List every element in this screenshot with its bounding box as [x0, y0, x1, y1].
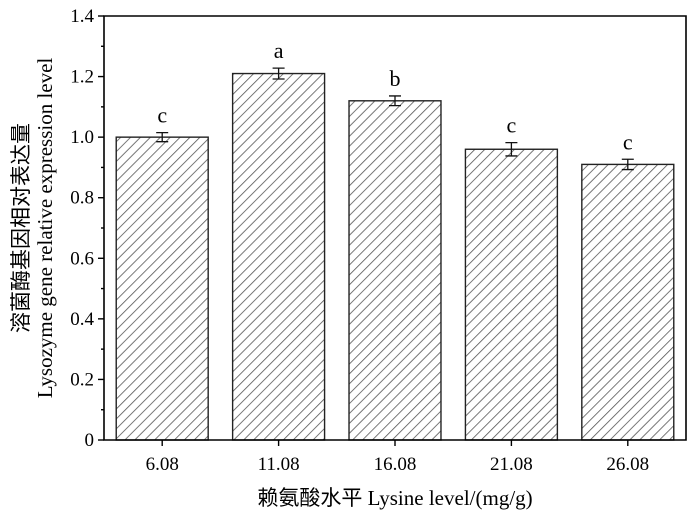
y-tick-label: 0.6	[70, 248, 94, 269]
bar	[581, 163, 675, 441]
y-tick-label: 1.0	[70, 127, 94, 148]
bar	[115, 136, 209, 441]
y-tick-label: 1.4	[70, 6, 94, 27]
bar	[464, 148, 559, 441]
significance-label: c	[623, 129, 633, 154]
x-tick-label: 11.08	[258, 454, 300, 475]
error-bar	[156, 131, 169, 143]
error-bar	[389, 95, 401, 107]
significance-label: c	[507, 113, 517, 138]
y-axis-title: 溶菌酶基因相对表达量 Lysozyme gene relative expres…	[9, 58, 57, 399]
y-tick-label: 0.2	[70, 369, 94, 390]
bar	[348, 100, 442, 441]
significance-labels: c a b c c	[157, 38, 633, 154]
significance-label: b	[390, 66, 401, 91]
bars	[115, 72, 675, 441]
significance-label: a	[274, 38, 284, 63]
y-axis-title-en: Lysozyme gene relative expression level	[33, 58, 57, 399]
bar	[231, 72, 326, 441]
x-tick-label: 6.08	[146, 454, 179, 475]
x-tick-label: 21.08	[490, 454, 533, 475]
error-bar	[621, 158, 634, 171]
y-axis-title-cn: 溶菌酶基因相对表达量	[9, 123, 33, 333]
error-bar	[272, 67, 285, 80]
y-axis: 0 0.2 0.4 0.6 0.8 1.0 1.2 1.4	[70, 6, 104, 451]
x-axis-title: 赖氨酸水平 Lysine level/(mg/g)	[257, 486, 532, 510]
plot-area: c a b c c	[115, 38, 675, 441]
y-tick-label: 0.8	[70, 188, 94, 209]
error-bar	[505, 141, 518, 157]
error-bars	[156, 67, 634, 171]
x-axis: 6.08 11.08 16.08 21.08 26.08	[146, 440, 649, 475]
y-tick-label: 0.4	[70, 309, 94, 330]
x-tick-label: 26.08	[606, 454, 649, 475]
x-tick-label: 16.08	[374, 454, 417, 475]
significance-label: c	[157, 103, 167, 128]
y-tick-label: 1.2	[70, 67, 94, 88]
y-tick-label: 0	[85, 430, 95, 451]
axis-frame	[103, 15, 687, 441]
